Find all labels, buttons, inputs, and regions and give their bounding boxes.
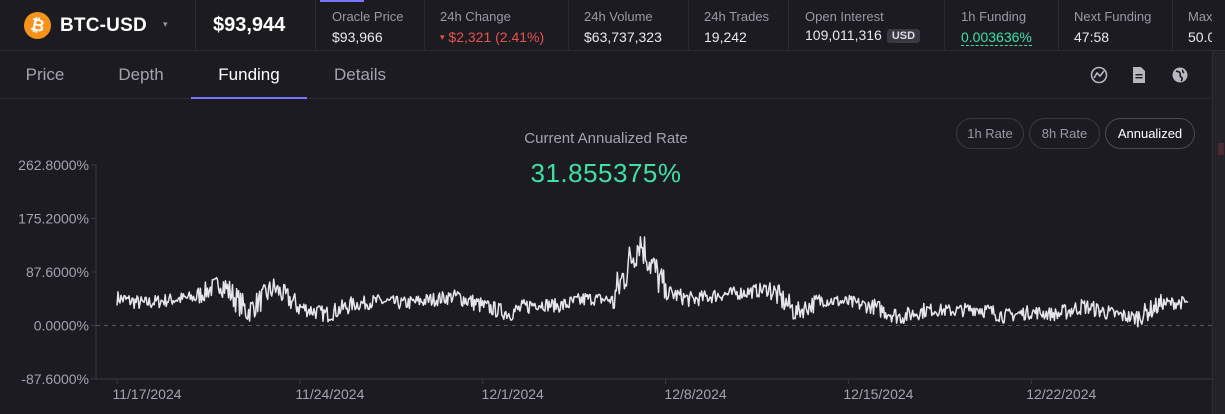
stat-1h-funding: 1h Funding 0.003636% bbox=[944, 0, 1058, 51]
chart-tabs: Price Depth Funding Details bbox=[0, 51, 1212, 99]
y-tick-label: -87.6000% bbox=[21, 371, 89, 387]
toggle-8h-rate[interactable]: 8h Rate bbox=[1029, 118, 1100, 149]
stat-value[interactable]: 0.003636% bbox=[961, 29, 1032, 46]
unit-badge: USD bbox=[886, 29, 921, 43]
stat-value: 47:58 bbox=[1074, 29, 1110, 45]
side-panel-edge bbox=[1212, 51, 1225, 414]
stat-value: $63,737,323 bbox=[584, 29, 662, 45]
stat-label: 24h Volume bbox=[584, 9, 653, 24]
toggle-annualized[interactable]: Annualized bbox=[1105, 118, 1195, 149]
y-tick-label: 87.6000% bbox=[26, 264, 89, 280]
stat-label: 24h Change bbox=[440, 9, 511, 24]
stat-label: Oracle Price bbox=[332, 9, 404, 24]
tab-funding[interactable]: Funding bbox=[191, 51, 307, 99]
y-axis: 262.8000% 175.2000% 87.6000% 0.0000% -87.600… bbox=[18, 157, 97, 387]
document-icon[interactable] bbox=[1129, 65, 1149, 85]
y-tick-label: 262.8000% bbox=[18, 157, 89, 173]
stat-24h-change: 24h Change ▾ $2,321 (2.41%) bbox=[424, 0, 568, 51]
stat-label: 1h Funding bbox=[961, 9, 1027, 24]
stat-label: Open Interest bbox=[805, 9, 884, 24]
x-tick-label: 11/17/2024 bbox=[112, 386, 181, 402]
stat-oracle-price: Oracle Price $93,966 bbox=[317, 0, 423, 51]
x-tick-label: 12/22/2024 bbox=[1026, 386, 1096, 402]
x-tick-label: 12/8/2024 bbox=[664, 386, 726, 402]
stat-24h-volume: 24h Volume $63,737,323 bbox=[568, 0, 688, 51]
stat-label: Max bbox=[1188, 9, 1212, 24]
side-panel-marker bbox=[1218, 143, 1224, 155]
stat-label: Next Funding bbox=[1074, 9, 1152, 24]
stat-value: $93,966 bbox=[332, 29, 383, 45]
change-amount: $2,321 (2.41%) bbox=[448, 29, 545, 45]
stat-24h-trades: 24h Trades 19,242 bbox=[688, 0, 788, 51]
y-tick-label: 175.2000% bbox=[18, 211, 89, 227]
x-tick-label: 11/24/2024 bbox=[295, 386, 364, 402]
open-interest-value: 109,011,316 bbox=[805, 27, 882, 43]
tab-price[interactable]: Price bbox=[25, 65, 65, 84]
funding-rate-line bbox=[116, 236, 1189, 328]
header-accent bbox=[320, 0, 364, 2]
tradingview-icon[interactable] bbox=[1089, 65, 1109, 85]
chevron-down-icon: ▾ bbox=[163, 19, 168, 29]
stat-value: 109,011,316 USD bbox=[805, 27, 921, 43]
tab-depth[interactable]: Depth bbox=[118, 65, 164, 84]
x-tick-label: 12/15/2024 bbox=[843, 386, 913, 402]
stat-value: 19,242 bbox=[704, 29, 747, 45]
stat-next-funding: Next Funding 47:58 bbox=[1058, 0, 1172, 51]
stat-max-leverage: Max 50.0 bbox=[1172, 0, 1212, 51]
current-rate-label: Current Annualized Rate bbox=[524, 130, 688, 147]
x-axis: 11/17/2024 11/24/2024 12/1/2024 12/8/2024 12… bbox=[96, 378, 1212, 402]
x-tick-label: 12/1/2024 bbox=[482, 386, 544, 402]
last-price: $93,944 bbox=[213, 14, 286, 36]
market-selector[interactable]: ₿ BTC-USD ▾ bbox=[0, 0, 196, 51]
toggle-1h-rate[interactable]: 1h Rate bbox=[956, 118, 1024, 149]
last-price-block: $93,944 bbox=[196, 0, 316, 51]
market-header: ₿ BTC-USD ▾ $93,944 Oracle Price $93,966… bbox=[0, 0, 1225, 51]
stat-label: 24h Trades bbox=[704, 9, 770, 24]
market-symbol: BTC-USD bbox=[60, 14, 147, 36]
stat-value: 50.0 bbox=[1188, 29, 1212, 45]
stat-value: ▾ $2,321 (2.41%) bbox=[440, 29, 544, 45]
current-rate-value: 31.855375% bbox=[530, 158, 682, 188]
globe-icon[interactable] bbox=[1170, 65, 1190, 85]
stat-open-interest: Open Interest 109,011,316 USD bbox=[788, 0, 944, 51]
y-tick-label: 0.0000% bbox=[34, 318, 89, 334]
bitcoin-icon: ₿ bbox=[21, 9, 54, 42]
down-arrow-icon: ▾ bbox=[440, 32, 445, 42]
tab-details[interactable]: Details bbox=[334, 65, 386, 84]
